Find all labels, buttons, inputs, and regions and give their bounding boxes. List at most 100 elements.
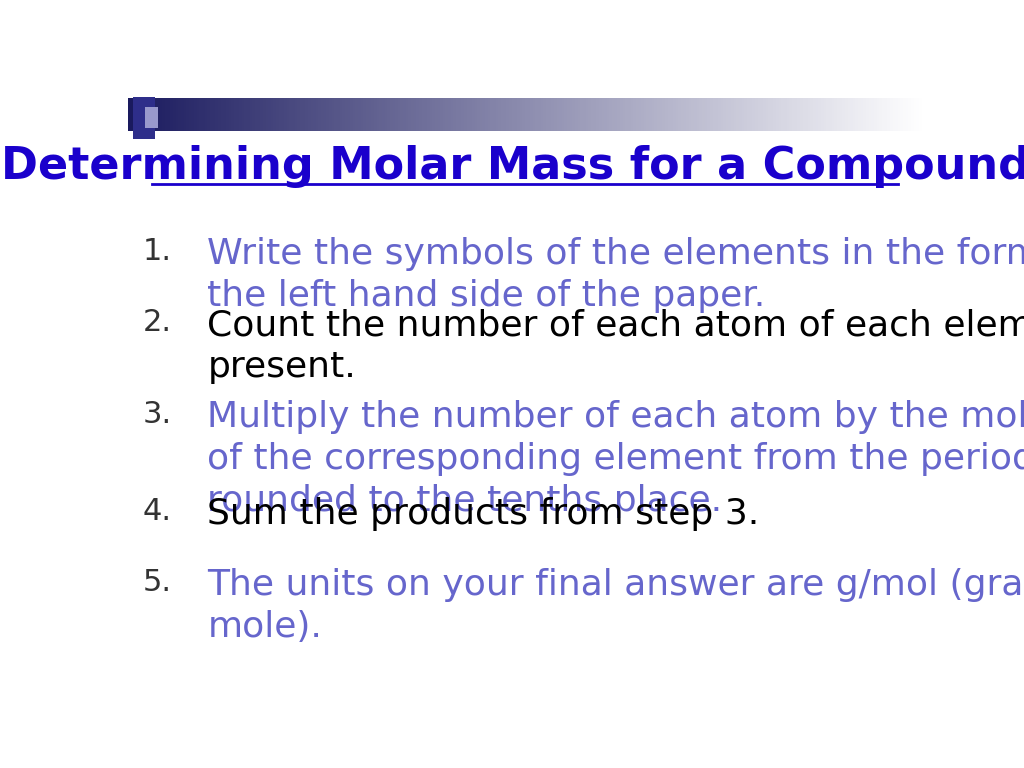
Bar xyxy=(496,98,499,131)
Bar xyxy=(490,98,494,131)
Bar xyxy=(353,98,356,131)
Bar xyxy=(691,98,695,131)
Bar xyxy=(758,98,761,131)
Bar xyxy=(445,98,449,131)
Bar xyxy=(315,98,319,131)
Text: 1.: 1. xyxy=(142,237,172,266)
Bar xyxy=(713,98,716,131)
Bar xyxy=(395,98,398,131)
Bar xyxy=(449,98,452,131)
Bar xyxy=(406,98,410,131)
Bar xyxy=(440,98,443,131)
Bar xyxy=(472,98,475,131)
Bar xyxy=(268,98,271,131)
Bar xyxy=(823,98,827,131)
Bar xyxy=(524,98,528,131)
Bar xyxy=(596,98,600,131)
Bar xyxy=(322,98,325,131)
Bar xyxy=(392,98,396,131)
Bar xyxy=(485,98,488,131)
Bar xyxy=(586,98,589,131)
Text: 5.: 5. xyxy=(142,568,172,598)
Bar xyxy=(220,98,224,131)
Bar xyxy=(646,98,650,131)
Bar xyxy=(855,98,859,131)
Bar xyxy=(631,98,634,131)
Bar xyxy=(263,98,266,131)
Bar xyxy=(409,98,412,131)
Bar xyxy=(818,98,822,131)
Bar xyxy=(873,98,878,131)
Bar xyxy=(223,98,226,131)
Bar xyxy=(564,98,568,131)
Bar xyxy=(427,98,430,131)
Bar xyxy=(305,98,308,131)
Bar xyxy=(200,98,203,131)
Bar xyxy=(138,98,142,131)
Bar xyxy=(795,98,798,131)
Bar xyxy=(242,98,245,131)
Bar xyxy=(900,98,904,131)
Bar xyxy=(739,98,742,131)
Bar xyxy=(374,98,378,131)
Bar xyxy=(696,98,700,131)
Bar xyxy=(784,98,787,131)
Bar xyxy=(599,98,602,131)
Text: Count the number of each atom of each element
present.: Count the number of each atom of each el… xyxy=(207,308,1024,384)
Bar xyxy=(364,98,367,131)
Bar xyxy=(771,98,774,131)
Bar xyxy=(152,98,156,131)
Bar xyxy=(173,98,176,131)
Bar xyxy=(681,98,684,131)
Bar xyxy=(210,98,213,131)
Bar xyxy=(300,98,303,131)
Bar xyxy=(340,98,343,131)
Bar xyxy=(347,98,351,131)
Bar xyxy=(898,98,901,131)
Bar xyxy=(842,98,846,131)
Bar xyxy=(721,98,724,131)
Bar xyxy=(273,98,276,131)
Bar xyxy=(240,98,243,131)
Bar xyxy=(464,98,467,131)
Bar xyxy=(454,98,457,131)
Bar xyxy=(411,98,415,131)
Bar xyxy=(258,98,261,131)
Bar xyxy=(858,98,861,131)
Bar xyxy=(327,98,330,131)
Bar xyxy=(155,98,158,131)
Bar xyxy=(442,98,446,131)
Bar xyxy=(668,98,671,131)
Bar xyxy=(840,98,843,131)
Bar xyxy=(397,98,401,131)
Bar xyxy=(572,98,575,131)
Bar xyxy=(880,98,883,131)
Bar xyxy=(191,98,195,131)
Bar xyxy=(813,98,816,131)
Bar xyxy=(790,98,793,131)
Bar xyxy=(459,98,462,131)
Bar xyxy=(678,98,682,131)
Bar xyxy=(237,98,240,131)
Bar xyxy=(755,98,759,131)
Bar xyxy=(165,98,169,131)
Bar xyxy=(676,98,679,131)
Bar xyxy=(128,98,131,131)
Bar xyxy=(549,98,552,131)
Bar xyxy=(583,98,587,131)
Bar xyxy=(863,98,867,131)
Bar xyxy=(372,98,375,131)
Bar xyxy=(456,98,460,131)
Bar xyxy=(163,98,166,131)
Bar xyxy=(260,98,264,131)
Bar xyxy=(835,98,838,131)
Bar xyxy=(514,98,518,131)
Bar xyxy=(226,98,229,131)
Bar xyxy=(848,98,851,131)
Bar xyxy=(329,98,333,131)
Bar xyxy=(494,98,497,131)
Bar xyxy=(781,98,784,131)
Bar xyxy=(760,98,764,131)
Bar xyxy=(213,98,216,131)
Bar xyxy=(663,98,666,131)
